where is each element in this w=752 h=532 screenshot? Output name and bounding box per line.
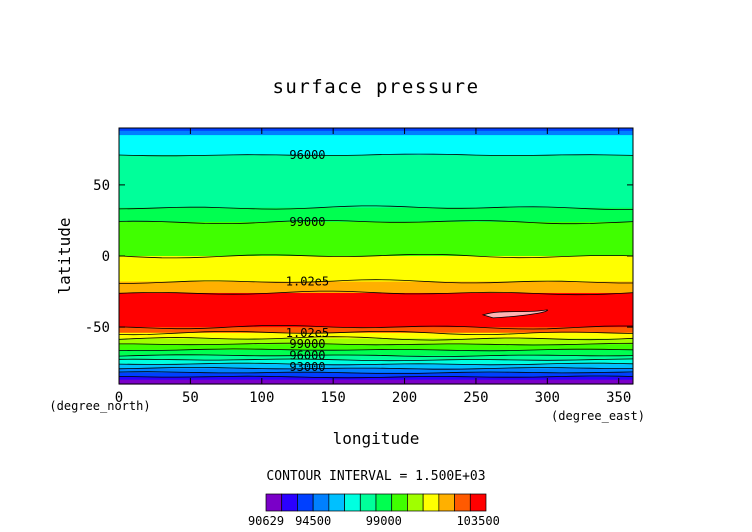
x-axis-label: longitude [333,429,420,448]
colorbar-swatch [297,493,314,512]
contour-label: 99000 [289,215,325,229]
colorbar-label: 99000 [366,514,402,528]
colorbar-labels: 90629 94500 99000 103500 [248,514,500,528]
contour-line [118,371,634,375]
contour-line [119,279,633,284]
pressure-band [119,338,633,345]
colorbar-swatch [328,493,345,512]
contour-line [118,375,634,379]
contour-label: 1.02e5 [286,275,329,289]
contour-line [118,153,634,157]
x-tick-label: 350 [606,390,631,406]
y-tick-label: -50 [85,320,110,336]
x-axis-ticks: 0 50 100 150 200 250 300 350 [115,128,631,406]
contour-line [118,366,633,370]
pressure-band [119,376,633,381]
x-tick-label: 0 [115,390,123,406]
contour-line [118,358,634,362]
colorbar-swatch [265,493,283,512]
pressure-band [119,359,633,365]
y-tick-label: 0 [102,249,110,265]
contour-line [119,342,634,346]
colorbar-swatch [469,493,487,512]
contour-label: 1.02e5 [286,326,329,340]
pressure-band [119,207,633,223]
pressure-band [119,355,633,361]
colorbar-swatch [391,493,408,512]
contour-line [118,362,634,366]
y-tick-label: 50 [93,178,110,194]
contour-line [118,253,634,259]
y-axis-ticks: -50 0 50 [85,178,633,336]
colorbar-swatch [454,493,471,512]
contour-line [118,336,634,341]
pressure-band [119,130,633,136]
chart-title: surface pressure [272,76,479,98]
pressure-band [119,379,633,385]
pressure-band [119,364,633,369]
x-tick-label: 100 [249,390,274,406]
pressure-band [119,372,633,378]
pressure-band [119,344,633,351]
colorbar-swatch [281,493,298,512]
contour-line [118,354,634,357]
colorbar-swatch [422,493,440,512]
colorbar-swatch [438,493,455,512]
contour-line [118,219,634,225]
contour-line [118,348,634,352]
pressure-band [119,128,633,132]
pressure-band [119,155,633,209]
colorbar [265,493,487,512]
contour-line [118,330,634,336]
contour-label: 96000 [289,349,325,363]
colorbar-label: 90629 [248,514,284,528]
pressure-band [119,281,633,294]
high-pressure-region [481,309,548,319]
plot-area [119,128,633,385]
y-axis-label: latitude [55,217,74,294]
contour-line [118,324,633,330]
pressure-band [119,349,633,357]
colorbar-swatch [407,493,424,512]
x-tick-label: 200 [392,390,417,406]
pressure-band [119,221,633,257]
contour-label: 96000 [289,148,325,162]
x-unit-label: (degree_east) [551,409,645,423]
colorbar-swatch [375,493,393,512]
contour-line [118,290,634,296]
x-tick-label: 50 [182,390,199,406]
contour-interval-label: CONTOUR INTERVAL = 1.500E+03 [266,469,485,484]
colorbar-swatch [359,493,377,512]
colorbar-swatch [344,493,361,512]
y-unit-label: (degree_north) [49,399,150,413]
contour-line [118,205,634,210]
x-tick-label: 300 [535,390,560,406]
colorbar-label: 103500 [456,514,499,528]
x-tick-label: 150 [321,390,346,406]
colorbar-swatch [312,493,330,512]
contour-lines [118,153,634,379]
pressure-band [119,368,633,374]
pressure-band [119,332,633,340]
colorbar-label: 94500 [295,514,331,528]
contour-label: 99000 [289,337,325,351]
x-tick-label: 250 [463,390,488,406]
pressure-band [119,327,633,334]
pressure-band [119,135,633,156]
pressure-band [119,292,633,328]
contour-label: 93000 [289,360,325,374]
pressure-band [119,256,633,283]
